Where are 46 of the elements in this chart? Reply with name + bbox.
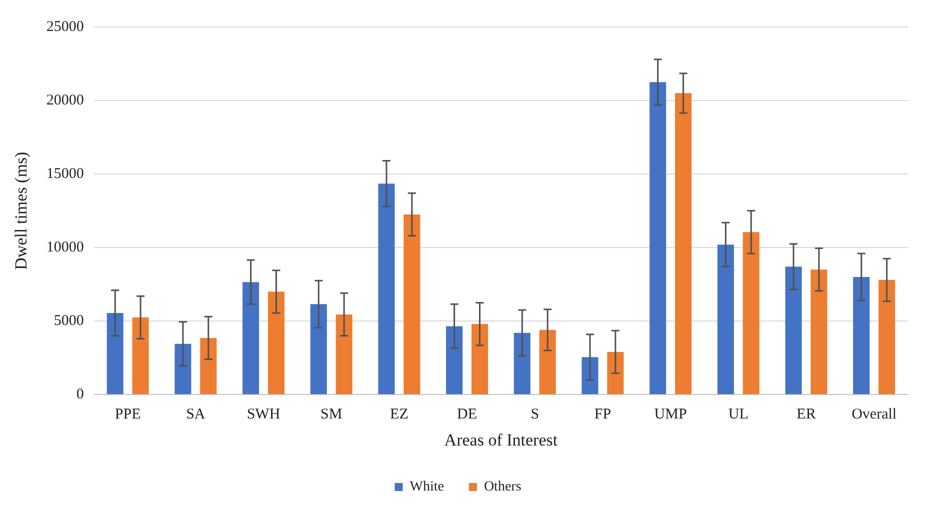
bar [878,280,896,394]
bar [268,292,284,394]
legend-label: White [410,480,444,495]
bar [404,214,420,394]
bar [132,317,149,394]
y-tick-label: 0 [76,386,84,403]
bar [539,330,556,394]
x-tick-label: PPE [114,406,141,423]
y-axis-title: Dwell times (ms) [12,152,31,270]
bar [650,82,666,394]
bar [853,276,870,394]
x-tick-label: SM [320,406,342,423]
bar [174,344,192,394]
bar [310,304,327,394]
y-tick-label: 5000 [54,313,84,330]
y-tick-label: 25000 [46,18,84,35]
x-tick-label: DE [457,406,478,423]
bar [582,357,598,394]
y-tick-label: 10000 [46,239,84,256]
bar [446,326,463,394]
bar [242,282,260,394]
bar [514,332,530,394]
bar [378,184,395,394]
bar [742,232,760,394]
x-tick-label: ER [796,406,816,423]
x-tick-label: SA [186,406,206,423]
x-tick-label: UL [728,406,748,423]
x-tick-label: SWH [246,406,280,423]
x-tick-label: Overall [852,406,897,423]
legend-label: Others [484,480,522,495]
x-axis-title: Areas of Interest [444,430,558,450]
x-tick-label: FP [594,406,612,423]
bar [200,338,217,394]
y-tick-label: 20000 [46,92,84,108]
bar [336,314,352,394]
bar [810,270,828,394]
x-tick-label: EZ [390,406,408,423]
bar [607,352,624,394]
bar [717,244,734,394]
x-tick-label: UMP [654,406,687,423]
x-tick-label: S [530,406,540,423]
bar [106,312,124,394]
bar [471,324,488,394]
bar [675,93,692,394]
y-tick-label: 15000 [46,166,84,182]
bar [785,266,802,394]
